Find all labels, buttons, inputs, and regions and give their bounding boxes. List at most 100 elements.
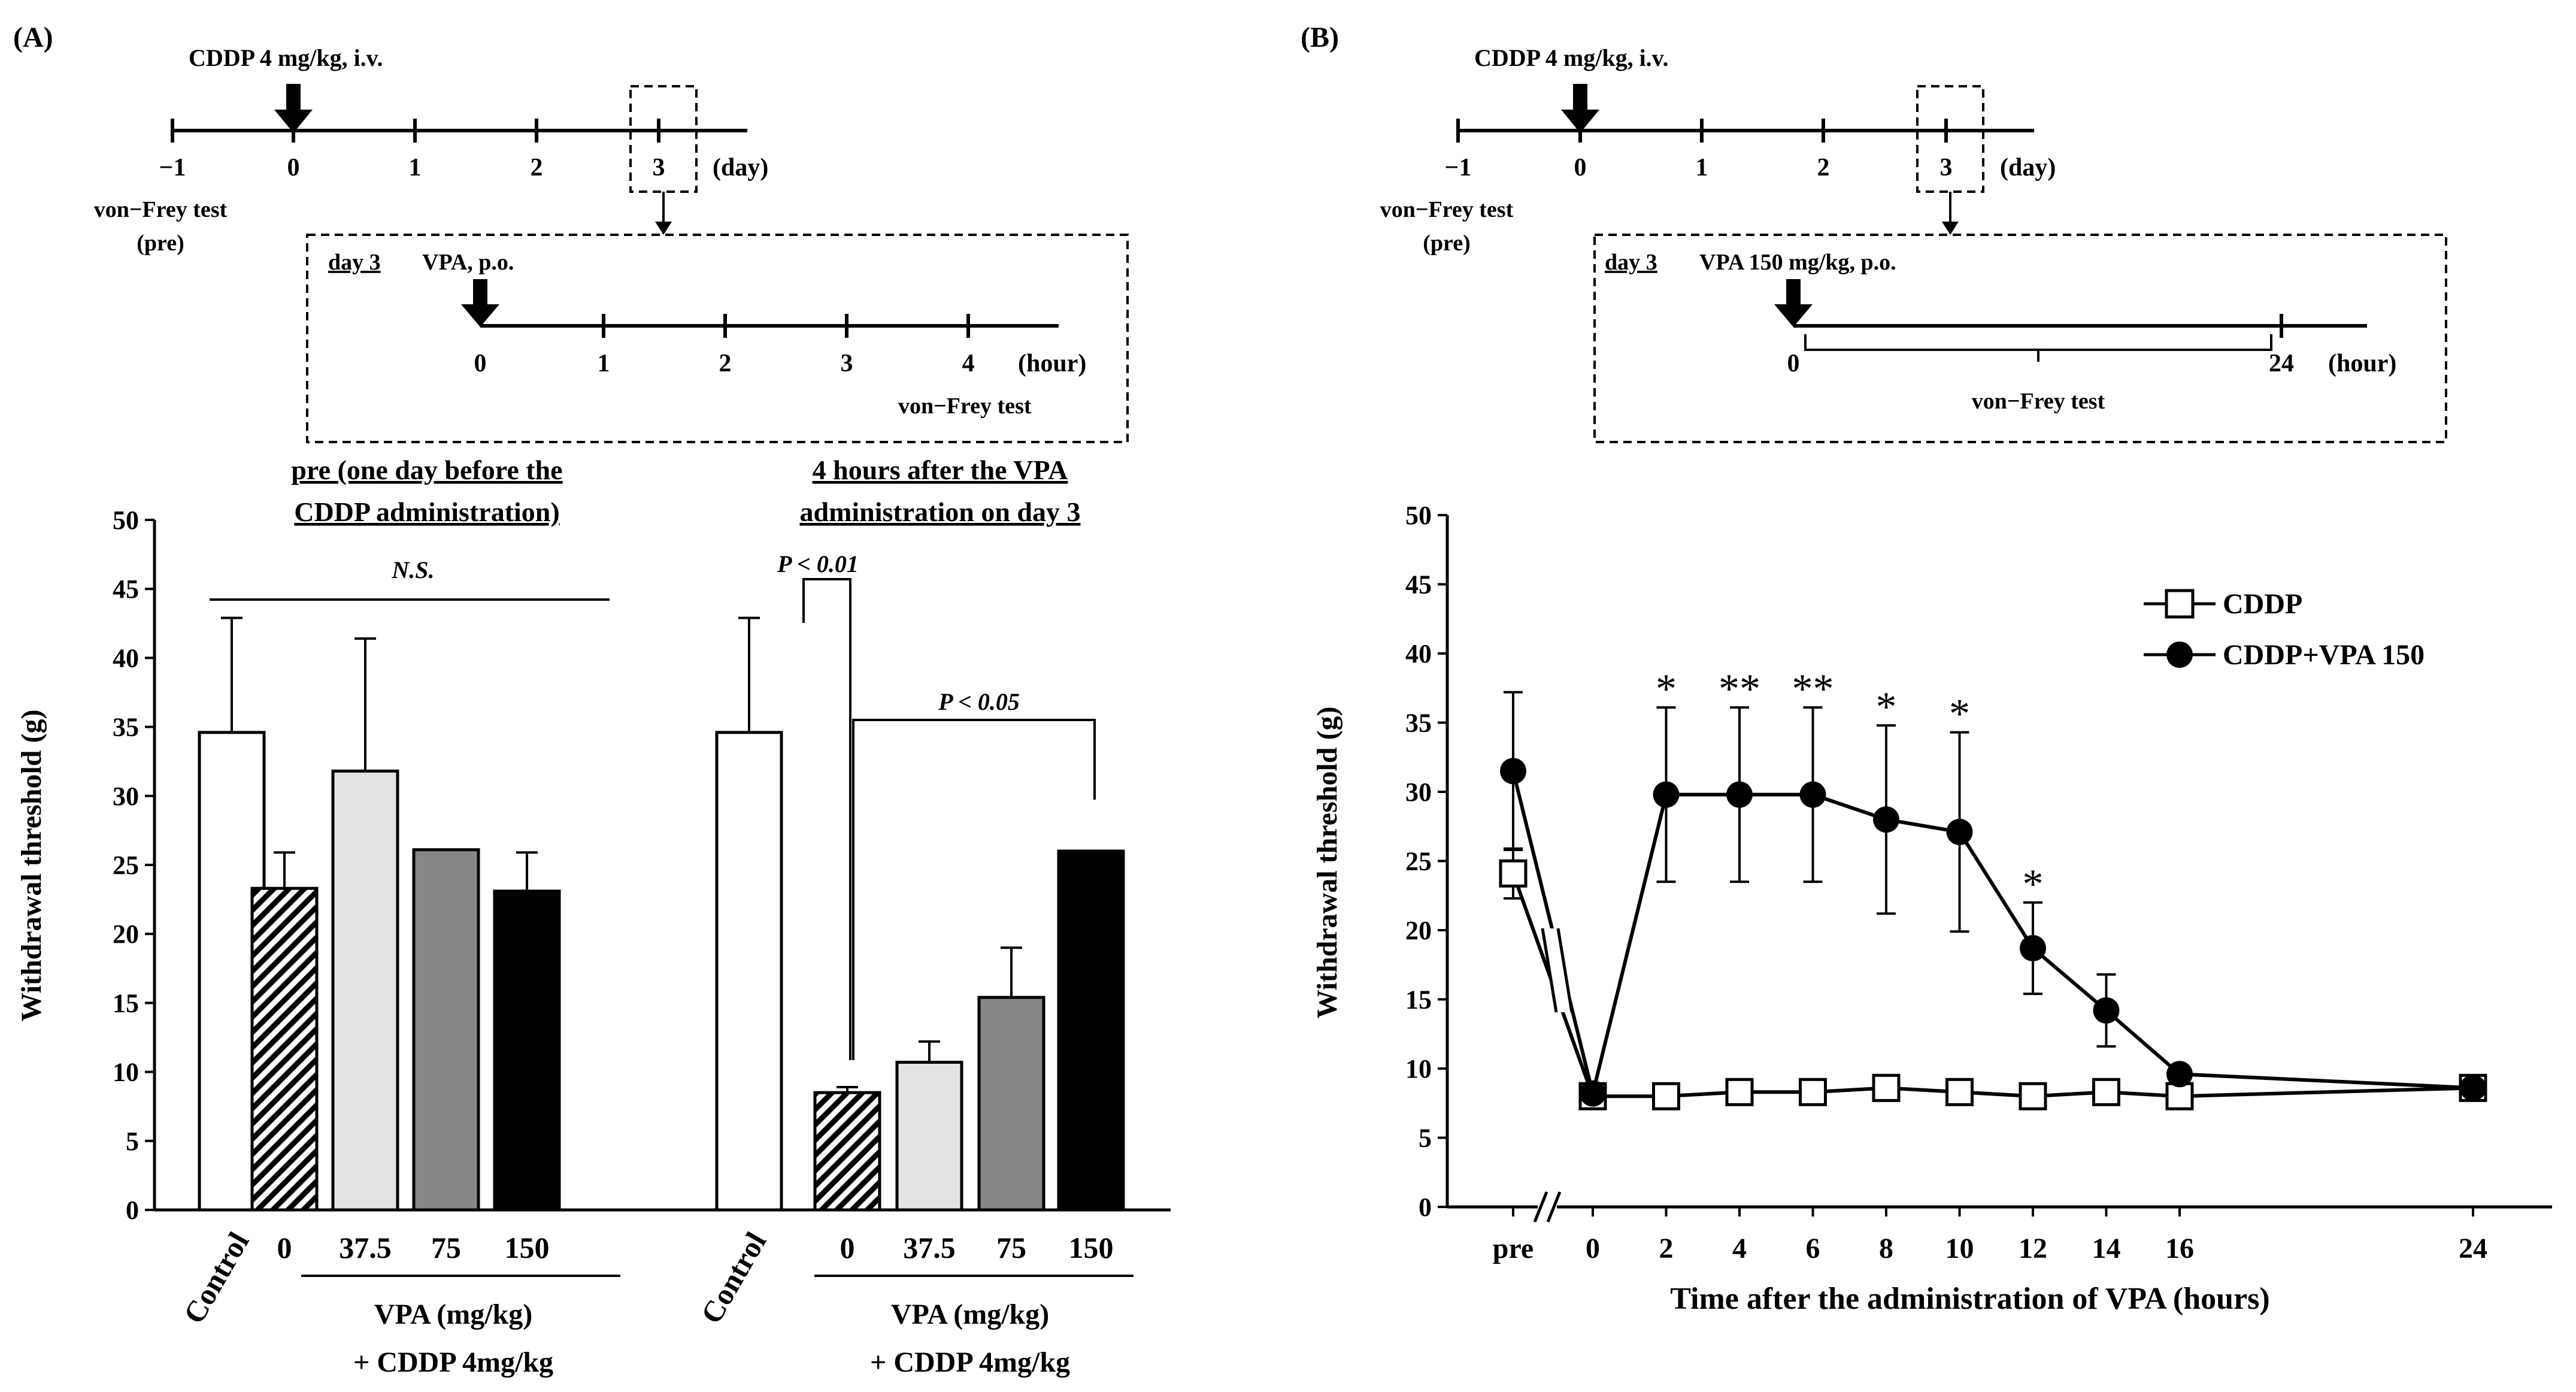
- panel-b-day-tick: 0: [1574, 154, 1587, 181]
- data-point-circle: [1580, 1081, 1606, 1107]
- panel-b-day-tick: 2: [1817, 154, 1830, 181]
- panel-b-day-tick: −1: [1445, 154, 1472, 181]
- x-category-label: 37.5: [903, 1231, 956, 1264]
- vpa-group-label-a-4h: VPA (mg/kg): [891, 1299, 1049, 1330]
- legend-label-vpa: CDDP+VPA 150: [2223, 639, 2425, 671]
- x-category-label: 37.5: [339, 1231, 392, 1264]
- ns-annotation: N.S.: [391, 556, 434, 583]
- panel-a-day-unit: (day): [713, 154, 768, 181]
- x-axis-title-b: Time after the administration of VPA (ho…: [1670, 1282, 2269, 1316]
- x-category-label: 0: [840, 1231, 855, 1264]
- bar: [333, 771, 398, 1210]
- x-tick-label-b: 14: [2092, 1233, 2121, 1264]
- data-point-circle: [2093, 997, 2120, 1024]
- y-tick-label-b: 35: [1405, 709, 1432, 738]
- panel-a-hour-tick: 1: [598, 350, 610, 377]
- x-tick-label-b: 6: [1806, 1233, 1820, 1264]
- legend-b: CDDP CDDP+VPA 150: [2144, 588, 2425, 671]
- cddp-group-label-a-4h: + CDDP 4mg/kg: [870, 1346, 1070, 1378]
- panel-b-day-unit: (day): [2000, 154, 2056, 181]
- panel-b-hour-start: 0: [1787, 350, 1800, 377]
- x-category-label: 75: [431, 1231, 461, 1264]
- bar: [495, 891, 559, 1210]
- x-category-label: Control: [177, 1226, 255, 1329]
- panel-a-pre-label: (pre): [137, 231, 184, 256]
- bar: [815, 1093, 880, 1210]
- panel-b-hour-unit: (hour): [2328, 350, 2396, 377]
- y-tick-label-a: 20: [113, 919, 139, 949]
- panel-a-cddp-label: CDDP 4 mg/kg, i.v.: [189, 44, 383, 71]
- panel-a-inset-vpa: VPA, p.o.: [422, 250, 514, 275]
- sig-bracket-p001: [804, 579, 850, 1060]
- panel-a-vpa-arrow-icon: [461, 279, 499, 327]
- bar: [252, 888, 317, 1210]
- legend-marker-vpa: [2166, 641, 2193, 668]
- x-tick-label-b: 16: [2165, 1233, 2194, 1264]
- panel-b-label: (B): [1301, 22, 1339, 53]
- x-category-label: 150: [505, 1231, 550, 1264]
- bar: [979, 997, 1044, 1210]
- bar: [414, 850, 478, 1210]
- data-point-circle: [1947, 819, 1973, 845]
- y-tick-label-a: 0: [126, 1196, 139, 1225]
- y-tick-label-a: 25: [113, 851, 139, 880]
- y-tick-label-b: 50: [1405, 501, 1432, 530]
- line-chart-b: Withdrawal threshold (g) 051015202530354…: [1311, 501, 2552, 1316]
- x-tick-label-b: 8: [1879, 1233, 1893, 1264]
- data-point-square: [2167, 1084, 2192, 1109]
- series-line: [1513, 873, 2473, 1096]
- bar: [897, 1062, 962, 1210]
- y-axis-ticks-a: 0 5 10 15 20 25 30 35 40 45 50: [113, 506, 154, 1225]
- bar: [717, 733, 781, 1210]
- sig-label-p005: P < 0.05: [938, 688, 1020, 715]
- sig-label-p001: P < 0.01: [777, 550, 859, 577]
- panel-a-hour-tick: 2: [719, 350, 732, 377]
- panel-b-vpa-arrow-icon: [1774, 279, 1813, 327]
- cddp-group-label-a-pre: + CDDP 4mg/kg: [353, 1346, 553, 1378]
- data-point-circle: [2460, 1075, 2486, 1101]
- data-point-circle: [1653, 782, 1680, 808]
- panel-a-hour-tick: 3: [841, 350, 853, 377]
- x-tick-label-b: 2: [1659, 1233, 1674, 1264]
- panel-b-timeline: (B) CDDP 4 mg/kg, i.v. −1 0 1 2 3 (day) …: [1301, 22, 2446, 442]
- x-tick-label-b: 0: [1586, 1233, 1600, 1264]
- legend-marker-cddp: [2166, 591, 2193, 617]
- data-point-circle: [1873, 806, 1899, 833]
- data-point-square: [1501, 861, 1526, 886]
- panel-a-day-tick: 1: [409, 154, 422, 181]
- y-tick-label-a: 30: [113, 782, 139, 811]
- y-tick-label-a: 35: [113, 713, 139, 742]
- data-point-square: [1874, 1075, 1899, 1100]
- legend-label-cddp: CDDP: [2223, 588, 2302, 620]
- x-axis-break-icon: [1535, 1192, 1560, 1222]
- y-tick-label-a: 45: [113, 574, 139, 604]
- panel-b-inset-test: von−Frey test: [1972, 389, 2105, 414]
- panel-a-pre-test-label: von−Frey test: [94, 197, 228, 222]
- y-tick-label-b: 30: [1405, 777, 1432, 807]
- bars-a: [199, 733, 1123, 1210]
- figure: (A) CDDP 4 mg/kg, i.v. −1 0 1 2 3 (day) …: [0, 0, 2576, 1392]
- group-title-a-4h-line2: administration on day 3: [799, 497, 1080, 527]
- y-axis-ticks-b: 0 5 10 15 20 25 30 35 40 45 50: [1405, 501, 1447, 1222]
- y-tick-label-b: 15: [1405, 985, 1432, 1015]
- x-tick-label-b: 12: [2019, 1233, 2047, 1264]
- data-point-square: [1947, 1079, 1972, 1104]
- y-axis-title-a: Withdrawal threshold (g): [16, 710, 47, 1022]
- panel-a-inset-day: day 3: [328, 250, 381, 275]
- x-category-label: 150: [1069, 1231, 1114, 1264]
- panel-a-day-tick: 2: [531, 154, 543, 181]
- y-tick-label-a: 5: [126, 1127, 139, 1156]
- panel-b-day-tick: 3: [1940, 154, 1953, 181]
- x-ticks-b: pre 0 2 4 6 8 10 12 14 16 24: [1493, 1207, 2487, 1264]
- y-tick-label-b: 10: [1405, 1054, 1432, 1084]
- y-tick-label-a: 40: [113, 643, 139, 673]
- y-tick-label-a: 10: [113, 1058, 139, 1087]
- y-tick-label-a: 50: [113, 506, 139, 535]
- series-lines-b: [1513, 771, 2473, 1096]
- y-tick-label-b: 40: [1405, 639, 1432, 668]
- x-tick-label-b: 24: [2459, 1233, 2487, 1264]
- panel-a-timeline: (A) CDDP 4 mg/kg, i.v. −1 0 1 2 3 (day) …: [13, 22, 1128, 442]
- panel-b-test-bracket: [1805, 334, 2271, 362]
- data-point-square: [2020, 1084, 2045, 1109]
- panel-b-day-tick: 1: [1696, 154, 1708, 181]
